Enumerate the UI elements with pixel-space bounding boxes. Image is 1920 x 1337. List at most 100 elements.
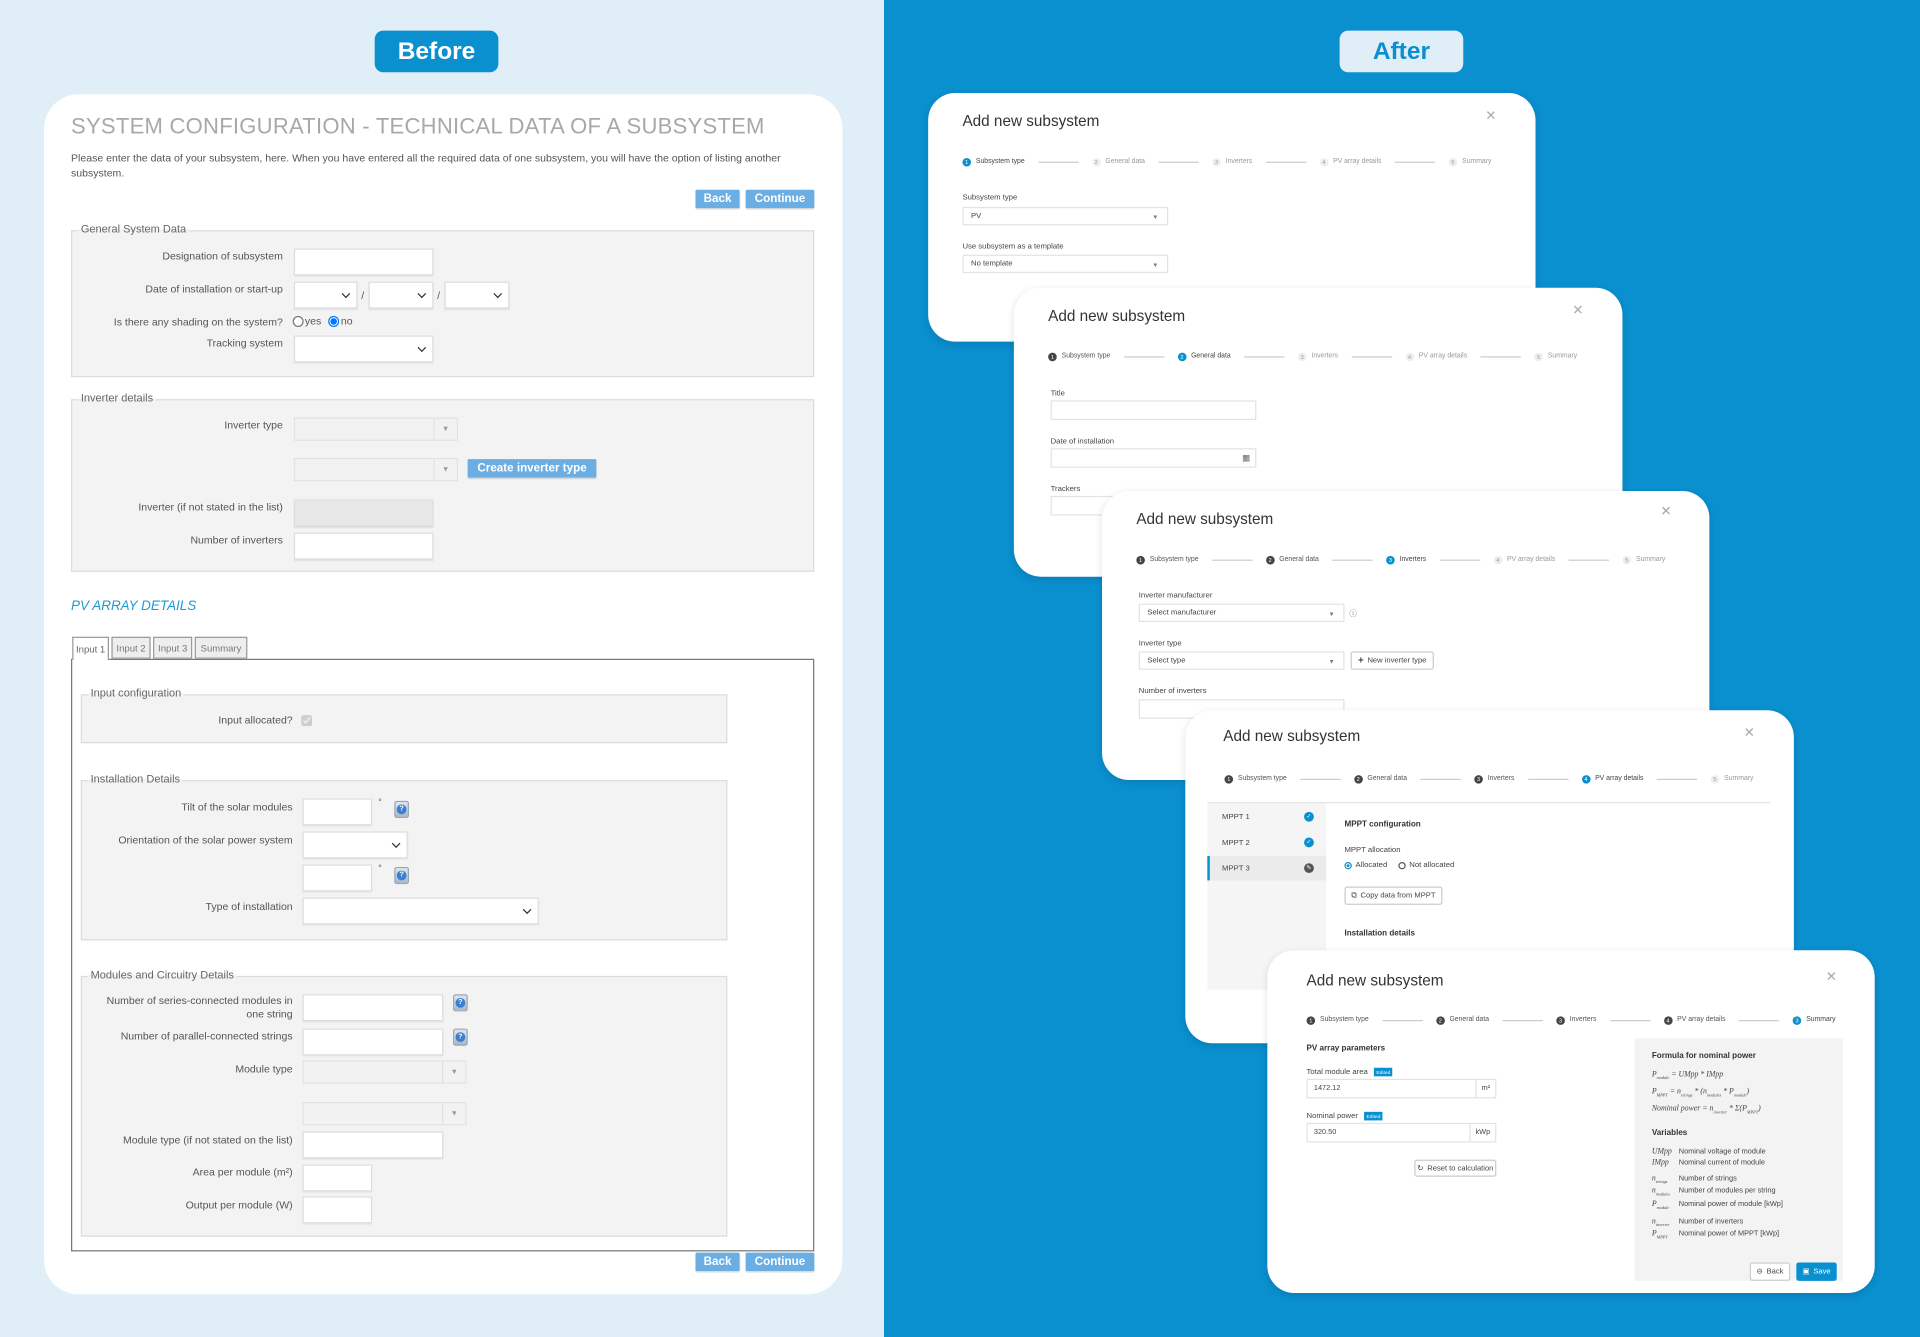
not-allocated-radio[interactable] — [1398, 861, 1406, 869]
caret-down-icon: ▼ — [1328, 658, 1335, 667]
legacy-form-card: SYSTEM CONFIGURATION - TECHNICAL DATA OF… — [44, 94, 843, 1295]
step-number: 2 — [1435, 1015, 1445, 1025]
intro-text: Please enter the data of your subsystem,… — [71, 151, 781, 179]
stepper-connector — [1420, 778, 1461, 780]
help-icon[interactable]: ⓘ — [1349, 611, 1357, 619]
inverter-not-stated-input[interactable] — [293, 499, 434, 527]
allocated-radio[interactable] — [1344, 861, 1352, 869]
date-month-select[interactable] — [368, 281, 434, 309]
back-button[interactable]: ⊖ Back — [1749, 1262, 1791, 1281]
back-button-bottom[interactable]: Back — [695, 1252, 740, 1272]
reset-calculation-button[interactable]: ↻ Reset to calculation — [1414, 1159, 1497, 1177]
mppt-item[interactable]: MPPT 2 ✓ — [1207, 830, 1326, 854]
output-label: Output per module (W) — [185, 1198, 293, 1212]
shading-no-radio[interactable] — [328, 315, 340, 327]
template-select[interactable]: No template ▼ — [962, 254, 1169, 274]
close-icon[interactable]: ✕ — [1660, 504, 1672, 520]
help-icon[interactable]: ? — [394, 866, 409, 885]
continue-button-bottom[interactable]: Continue — [745, 1252, 815, 1272]
parallel-strings-input[interactable] — [302, 1028, 444, 1056]
area-input[interactable]: 1472.12 m² — [1306, 1078, 1497, 1099]
help-icon[interactable]: ? — [453, 994, 468, 1012]
formula-term: P — [1651, 1070, 1657, 1079]
inverter-type-select[interactable]: ▼ — [293, 417, 458, 441]
power-label-row: Nominal power Edited — [1307, 1111, 1383, 1121]
mppt-item-active[interactable]: MPPT 3 ✎ — [1207, 855, 1327, 881]
series-modules-input[interactable] — [302, 994, 444, 1022]
variable-row: IMpp Nominal current of module — [1652, 1158, 1836, 1167]
date-year-select[interactable] — [444, 281, 510, 309]
mppt-item[interactable]: MPPT 1 ✓ — [1207, 804, 1326, 828]
formula-term: = UMpp * IMpp — [1669, 1070, 1724, 1079]
divider — [1207, 802, 1771, 804]
tracking-select[interactable] — [293, 335, 434, 363]
orientation-degree-input[interactable] — [302, 864, 373, 892]
stepper-step: 5 Summary — [1622, 555, 1666, 564]
module-manufacturer-select[interactable]: ▼ — [302, 1060, 467, 1084]
tab-summary[interactable]: Summary — [194, 636, 248, 659]
step-label: PV array details — [1595, 775, 1644, 783]
stepper-connector — [1480, 355, 1521, 357]
module-not-stated-input[interactable] — [302, 1131, 444, 1159]
title-input[interactable] — [1050, 400, 1257, 421]
date-input[interactable]: ▦ — [1050, 448, 1257, 468]
step-number: 3 — [1474, 774, 1483, 784]
help-icon[interactable]: ? — [453, 1028, 468, 1046]
close-icon[interactable]: ✕ — [1485, 108, 1497, 124]
close-icon[interactable]: ✕ — [1572, 303, 1584, 319]
save-icon: ▣ — [1802, 1267, 1810, 1276]
inverter-type-select[interactable]: Select type ▼ — [1138, 651, 1345, 670]
step-label: PV array details — [1677, 1016, 1726, 1024]
installation-type-select[interactable] — [302, 897, 539, 925]
back-button-top[interactable]: Back — [695, 189, 740, 209]
date-day-select[interactable] — [293, 281, 358, 309]
inverter-type-label: Inverter type — [1138, 639, 1182, 648]
general-system-fieldset — [71, 230, 815, 378]
module-type-select[interactable]: ▼ — [302, 1102, 467, 1126]
copy-data-button[interactable]: ⧉ Copy data from MPPT — [1344, 886, 1443, 905]
edited-badge: Edited — [1364, 1111, 1383, 1121]
stepper-step: 1 Subsystem type — [1136, 555, 1199, 564]
step-number: 5 — [1448, 157, 1458, 166]
variable-symbol: Pmodule — [1651, 1199, 1670, 1210]
output-input[interactable] — [302, 1196, 373, 1224]
subsystem-type-select[interactable]: PV ▼ — [962, 206, 1169, 226]
stepper: 1 Subsystem type 2 General data 3 Inverters 4 P… — [1224, 773, 1753, 785]
power-input[interactable]: 320.50 kWp — [1306, 1122, 1497, 1143]
area-input[interactable] — [302, 1164, 373, 1192]
step-label: Inverters — [1311, 352, 1339, 361]
help-icon[interactable]: ? — [394, 800, 409, 818]
designation-input[interactable] — [293, 248, 434, 276]
subsystem-type-value: PV — [971, 211, 982, 221]
tab-input-1[interactable]: Input 1 — [72, 636, 109, 661]
input-allocated-checkbox[interactable] — [301, 715, 313, 727]
inverter-type-placeholder: Select type — [1147, 656, 1186, 665]
stepper-step: 5 Summary — [1710, 774, 1753, 784]
tilt-input[interactable] — [302, 798, 373, 826]
back-label: Back — [1766, 1267, 1784, 1276]
new-inverter-type-button[interactable]: + New inverter type — [1350, 651, 1434, 670]
manufacturer-select[interactable]: Select manufacturer ▼ — [1138, 603, 1345, 623]
save-button[interactable]: ▣ Save — [1796, 1262, 1837, 1281]
shading-yes-radio[interactable] — [292, 315, 304, 327]
inverter-count-input[interactable] — [293, 532, 434, 560]
inverter-model-select[interactable]: ▼ — [293, 457, 458, 482]
orientation-select[interactable] — [302, 831, 408, 859]
modal-title: Add new subsystem — [1306, 972, 1444, 990]
stepper-step: 4 PV array details — [1319, 157, 1381, 166]
formula-heading: Formula for nominal power — [1651, 1051, 1756, 1061]
calendar-icon[interactable]: ▦ — [1242, 454, 1251, 463]
formula-term: P — [1651, 1087, 1657, 1096]
manufacturer-placeholder: Select manufacturer — [1147, 608, 1217, 618]
number-inverters-label: Number of inverters — [1138, 686, 1207, 696]
tab-input-2[interactable]: Input 2 — [111, 636, 151, 659]
step-label: Summary — [1636, 555, 1666, 564]
stepper-connector — [1123, 355, 1165, 357]
create-inverter-type-button[interactable]: Create inverter type — [467, 459, 597, 478]
close-icon[interactable]: ✕ — [1743, 726, 1755, 741]
close-icon[interactable]: ✕ — [1825, 969, 1838, 985]
tab-input-3[interactable]: Input 3 — [153, 636, 193, 659]
continue-button-top[interactable]: Continue — [745, 189, 815, 209]
save-label: Save — [1813, 1267, 1831, 1276]
caret-down-icon: ▼ — [1328, 611, 1335, 619]
